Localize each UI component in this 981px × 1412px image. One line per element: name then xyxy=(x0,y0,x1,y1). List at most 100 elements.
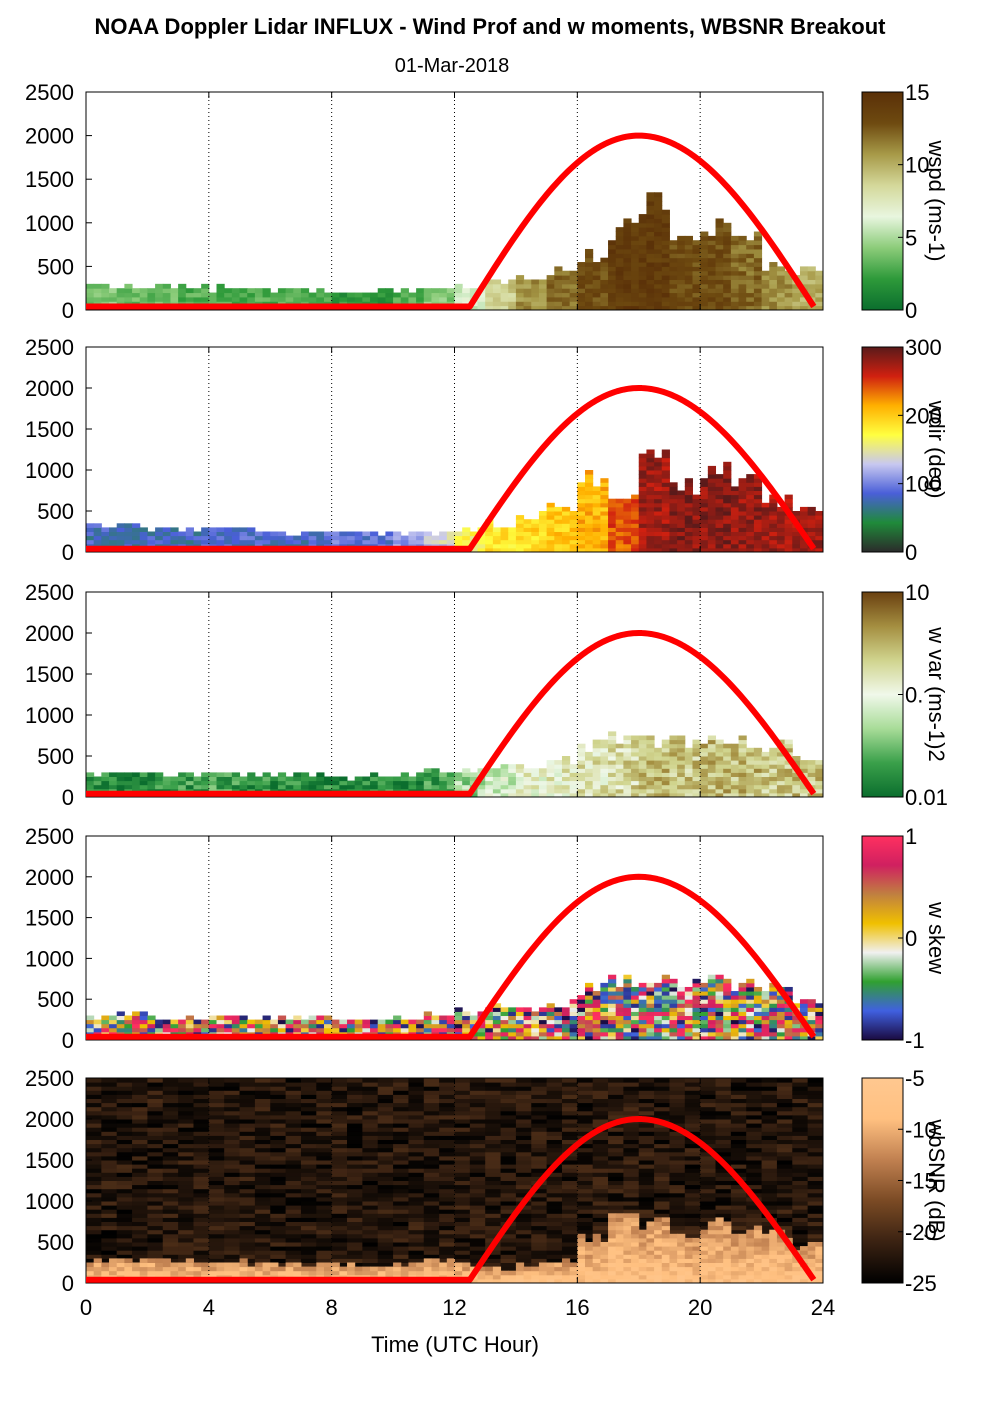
heatmap-cell xyxy=(454,1192,471,1198)
heatmap-cell xyxy=(416,535,425,541)
heatmap-cell xyxy=(646,453,655,459)
heatmap-cell xyxy=(677,305,686,310)
heatmap-cell xyxy=(638,995,647,1000)
heatmap-cell xyxy=(592,1003,601,1008)
heatmap-cell xyxy=(669,776,678,782)
heatmap-cell xyxy=(792,1035,801,1040)
heatmap-cell xyxy=(623,498,632,504)
heatmap-cell xyxy=(393,1254,409,1259)
heatmap-cell xyxy=(393,1221,409,1227)
heatmap-cell xyxy=(178,292,187,298)
heatmap-cell xyxy=(193,1250,210,1255)
heatmap-cell xyxy=(86,1246,102,1251)
heatmap-cell xyxy=(592,301,601,307)
heatmap-cell xyxy=(239,1019,248,1025)
heatmap-cell xyxy=(638,1031,647,1037)
heatmap-cell xyxy=(300,776,310,782)
heatmap-cell xyxy=(776,772,786,777)
heatmap-cell xyxy=(730,543,740,549)
heatmap-cell xyxy=(784,780,793,786)
heatmap-cell xyxy=(454,1250,471,1255)
heatmap-cell xyxy=(753,756,763,761)
heatmap-cell xyxy=(684,478,693,483)
heatmap-cell xyxy=(423,1201,440,1206)
heatmap-cell xyxy=(631,257,640,263)
heatmap-cell xyxy=(377,292,386,298)
heatmap-cell xyxy=(377,1201,394,1206)
heatmap-cell xyxy=(661,292,670,298)
colorbar-label: w skew xyxy=(924,901,949,974)
heatmap-cell xyxy=(101,292,110,298)
heatmap-cell xyxy=(178,1151,194,1157)
heatmap-cell xyxy=(224,1250,241,1255)
heatmap-cell xyxy=(669,535,678,541)
heatmap-cell xyxy=(638,772,647,777)
heatmap-cell xyxy=(508,531,517,537)
heatmap-cell xyxy=(147,1151,164,1157)
heatmap-cell xyxy=(109,772,118,777)
heatmap-cell xyxy=(799,511,809,516)
heatmap-cell xyxy=(746,772,755,777)
heatmap-cell xyxy=(799,792,809,797)
heatmap-cell xyxy=(692,986,701,992)
heatmap-cell xyxy=(738,1003,747,1008)
heatmap-cell xyxy=(646,531,655,537)
heatmap-cell xyxy=(684,494,693,500)
heatmap-cell xyxy=(101,1123,118,1128)
heatmap-cell xyxy=(393,1106,409,1112)
heatmap-cell xyxy=(792,780,801,786)
heatmap-cell xyxy=(331,1114,348,1120)
figure-subtitle: 01-Mar-2018 xyxy=(395,55,510,77)
heatmap-cell xyxy=(707,301,717,307)
heatmap-cell xyxy=(746,288,755,294)
heatmap-cell xyxy=(577,1019,586,1025)
heatmap-cell xyxy=(799,279,809,285)
heatmap-cell xyxy=(684,747,693,753)
heatmap-cell xyxy=(738,305,747,310)
heatmap-cell xyxy=(300,1086,317,1091)
heatmap-cell xyxy=(208,1151,225,1157)
heatmap-cell xyxy=(500,1090,517,1095)
heatmap-cell xyxy=(638,527,647,532)
heatmap-cell xyxy=(615,279,624,285)
heatmap-cell xyxy=(776,547,786,552)
heatmap-cell xyxy=(661,482,670,487)
heatmap-cell xyxy=(799,1035,809,1040)
heatmap-cell xyxy=(669,780,678,786)
heatmap-cell xyxy=(469,1160,486,1165)
heatmap-cell xyxy=(661,1035,670,1040)
heatmap-cell xyxy=(454,1201,471,1206)
heatmap-cell xyxy=(654,515,663,520)
heatmap-cell xyxy=(661,253,670,259)
heatmap-cell xyxy=(262,772,271,777)
heatmap-cell xyxy=(638,986,647,992)
colorbar-tick-label: 0 xyxy=(905,926,917,951)
heatmap-cell xyxy=(585,995,594,1000)
heatmap-cell xyxy=(454,1172,471,1177)
heatmap-cell xyxy=(631,747,640,753)
heatmap-cell xyxy=(723,1031,732,1037)
heatmap-cell xyxy=(485,1192,502,1198)
heatmap-cell xyxy=(300,1098,317,1104)
heatmap-cell xyxy=(408,1172,425,1177)
heatmap-cell xyxy=(554,275,563,280)
heatmap-cell xyxy=(492,1019,502,1025)
heatmap-cell xyxy=(485,547,494,552)
heatmap-cell xyxy=(784,535,793,541)
heatmap-cell xyxy=(300,1180,317,1186)
heatmap-cell xyxy=(761,288,770,294)
heatmap-cell xyxy=(684,772,693,777)
heatmap-cell xyxy=(815,531,823,537)
heatmap-cell xyxy=(638,792,647,797)
heatmap-cell xyxy=(162,1180,179,1186)
heatmap-cell xyxy=(715,539,724,545)
heatmap-cell xyxy=(646,248,655,254)
heatmap-cell xyxy=(792,527,801,532)
heatmap-cell xyxy=(746,539,755,545)
heatmap-cell xyxy=(393,1201,409,1206)
heatmap-cell xyxy=(761,543,770,549)
heatmap-cell xyxy=(500,1209,517,1214)
y-tick-label: 2000 xyxy=(25,376,74,401)
heatmap-cell xyxy=(700,482,709,487)
heatmap-cell xyxy=(224,1254,241,1259)
